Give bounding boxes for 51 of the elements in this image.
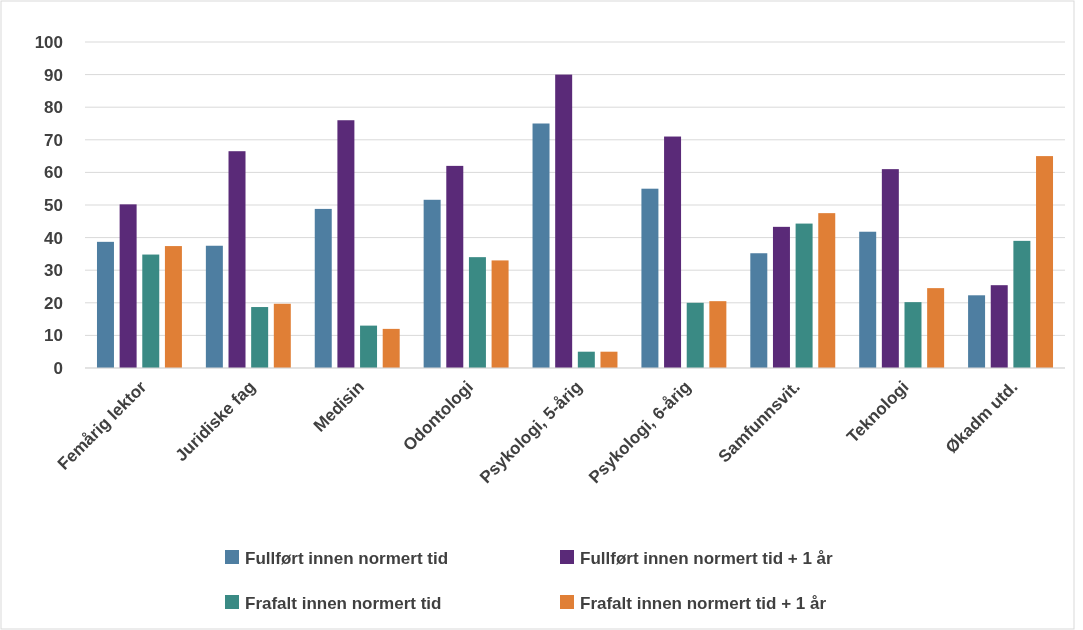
- bar: [904, 302, 922, 368]
- bar: [709, 301, 727, 368]
- bar: [96, 241, 114, 368]
- bar: [795, 223, 813, 368]
- bar: [927, 288, 945, 368]
- bar: [859, 231, 877, 368]
- bar: [205, 245, 223, 368]
- y-tick-label: 10: [44, 326, 63, 346]
- bar: [641, 188, 659, 368]
- y-tick-label: 20: [44, 293, 63, 313]
- bar: [750, 253, 768, 368]
- bar: [881, 169, 899, 368]
- y-tick-label: 90: [44, 65, 63, 85]
- bar: [555, 74, 573, 368]
- bar: [532, 123, 550, 368]
- bar: [228, 151, 246, 368]
- bar: [360, 325, 378, 368]
- bar: [577, 351, 595, 368]
- bar: [1013, 240, 1031, 368]
- bar: [314, 208, 332, 368]
- bar: [968, 295, 986, 368]
- bar: [818, 213, 836, 368]
- bar: [337, 120, 355, 368]
- y-tick-label: 80: [44, 98, 63, 118]
- bar: [142, 254, 160, 368]
- bar: [164, 246, 182, 368]
- y-tick-label: 30: [44, 261, 63, 281]
- y-tick-label: 70: [44, 130, 63, 150]
- y-tick-label: 50: [44, 195, 63, 215]
- bar: [382, 328, 400, 368]
- y-tick-label: 60: [44, 163, 63, 183]
- bar: [686, 302, 704, 368]
- bar: [273, 303, 291, 368]
- bar: [990, 285, 1008, 368]
- y-tick-label: 0: [53, 358, 63, 378]
- legend-label: Fullført innen normert tid: [245, 548, 449, 568]
- legend-label: Fullført innen normert tid + 1 år: [580, 548, 834, 568]
- legend-label: Frafalt innen normert tid: [245, 593, 442, 613]
- bar: [119, 204, 137, 368]
- legend-label: Frafalt innen normert tid + 1 år: [580, 593, 827, 613]
- y-tick-label: 40: [44, 228, 63, 248]
- bar: [772, 226, 790, 368]
- bar: [600, 351, 618, 368]
- bar: [664, 136, 682, 368]
- bar: [491, 260, 509, 368]
- y-tick-label: 100: [34, 32, 63, 52]
- bar: [251, 307, 269, 368]
- bar: [1036, 156, 1054, 368]
- bar: [423, 199, 441, 368]
- bar: [468, 257, 486, 368]
- bar: [446, 165, 464, 368]
